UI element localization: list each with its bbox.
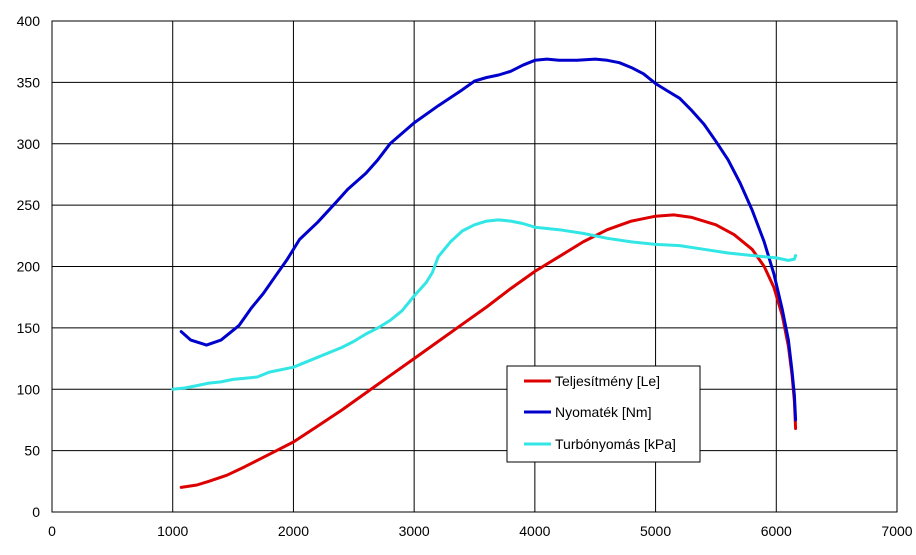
x-tick-label: 1000 [157,523,188,539]
y-tick-label: 100 [17,381,41,397]
y-tick-label: 250 [17,197,41,213]
y-tick-label: 400 [17,13,41,29]
legend-label-power: Teljesítmény [Le] [555,373,660,389]
x-tick-label: 3000 [399,523,430,539]
y-tick-label: 350 [17,74,41,90]
x-tick-label: 0 [48,523,56,539]
x-tick-label: 7000 [881,523,912,539]
series-power-line [179,213,798,489]
plot-border [51,20,898,513]
y-tick-label: 50 [24,443,40,459]
x-axis-tick-labels: 0 1000 2000 3000 4000 5000 6000 7000 [48,523,913,539]
series-boost-line [171,218,798,391]
y-tick-label: 0 [32,504,40,520]
x-tick-label: 6000 [761,523,792,539]
legend-label-torque: Nyomaték [Nm] [555,404,651,420]
x-tick-label: 4000 [519,523,550,539]
x-tick-label: 2000 [278,523,309,539]
x-tick-label: 5000 [640,523,671,539]
y-tick-label: 300 [17,136,41,152]
legend: Teljesítmény [Le] Nyomaték [Nm] Turbónyo… [506,365,701,463]
legend-label-boost: Turbónyomás [kPa] [555,436,676,452]
y-tick-label: 150 [17,320,41,336]
series-torque-line [179,57,798,422]
series-lines [171,57,798,489]
y-tick-label: 200 [17,259,41,275]
y-axis-tick-labels: 0 50 100 150 200 250 300 350 400 [17,13,41,520]
